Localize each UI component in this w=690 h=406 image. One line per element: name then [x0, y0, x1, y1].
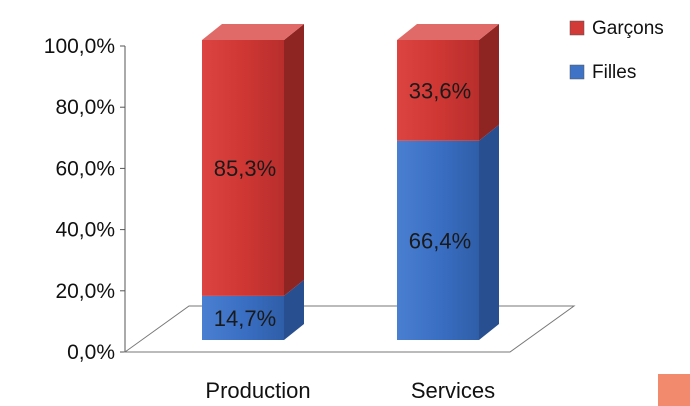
floor-plane: [123, 305, 576, 353]
bars: [202, 24, 499, 340]
x-category-label: Services: [411, 378, 495, 403]
data-label: 33,6%: [409, 78, 471, 103]
bar-filles-production: [202, 295, 284, 340]
legend: Garçons Filles: [569, 18, 664, 83]
bar-garçons-services: [397, 40, 479, 141]
data-labels: 14,7% 85,3% 66,4% 33,6%: [214, 78, 471, 331]
corner-square: [658, 374, 690, 406]
bar-garçons-production: [202, 40, 284, 296]
x-category-label: Production: [205, 378, 310, 403]
data-label: 66,4%: [409, 228, 471, 253]
y-tick-label: 40,0%: [55, 219, 115, 242]
chart-floor: [123, 305, 576, 353]
y-tick-label: 100,0%: [44, 35, 115, 58]
bar-top-services: [397, 24, 499, 40]
legend-swatch: [569, 20, 585, 36]
y-tick-label: 80,0%: [55, 96, 115, 119]
data-label: 85,3%: [214, 156, 276, 181]
legend-label: Garçons: [592, 18, 664, 39]
legend-swatch: [569, 64, 585, 80]
bar-side-garçons-services: [479, 24, 499, 141]
bar-filles-services: [397, 140, 479, 340]
bar-top-production: [202, 24, 304, 40]
y-tick-label: 60,0%: [55, 157, 115, 180]
data-label: 14,7%: [214, 306, 276, 331]
legend-label: Filles: [592, 62, 636, 83]
bar-side-garçons-production: [284, 24, 304, 296]
y-tick-label: 20,0%: [55, 280, 115, 303]
x-axis-categories: Production Services: [205, 378, 495, 403]
y-tick-label: 0,0%: [67, 341, 115, 364]
bar-side-filles-services: [479, 124, 499, 340]
bar-side-filles-production: [284, 279, 304, 340]
y-axis: 0,0% 20,0% 40,0% 60,0% 80,0% 100,0%: [44, 35, 126, 364]
